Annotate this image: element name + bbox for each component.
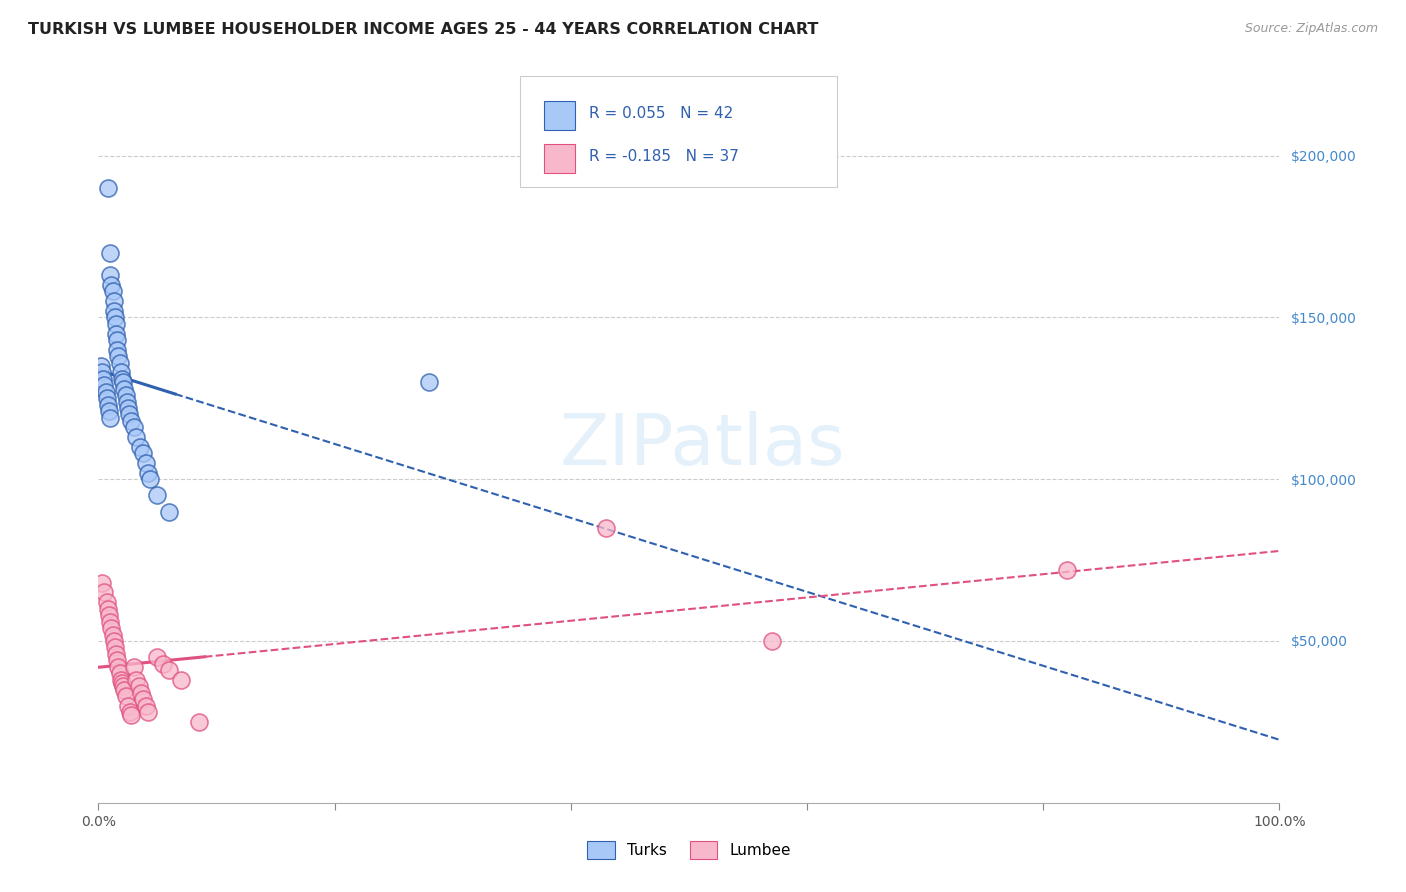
Point [114,689,136,703]
Point [125,673,148,687]
Point [121,708,143,723]
Point [97,601,120,615]
Point [761,634,783,648]
Point [105,317,128,331]
Point [187,714,209,729]
Point [110,673,132,687]
Point [91,575,114,590]
Text: TURKISH VS LUMBEE HOUSEHOLDER INCOME AGES 25 - 44 YEARS CORRELATION CHART: TURKISH VS LUMBEE HOUSEHOLDER INCOME AGE… [28,22,818,37]
Point [122,660,145,674]
Point [117,401,139,415]
Point [103,634,125,648]
Point [129,686,152,700]
Point [108,356,131,370]
Point [128,440,150,454]
Point [98,268,121,283]
Point [132,446,155,460]
Point [112,679,135,693]
Point [101,627,124,641]
Point [128,679,150,693]
Point [105,333,128,347]
Point [111,676,134,690]
Point [94,384,117,399]
Point [111,372,134,386]
Point [136,466,159,480]
Text: Source: ZipAtlas.com: Source: ZipAtlas.com [1244,22,1378,36]
Point [135,456,157,470]
Point [595,521,617,535]
Point [1056,563,1078,577]
Point [114,388,136,402]
Point [98,404,121,418]
Point [101,285,124,299]
Point [112,382,135,396]
Point [98,615,121,629]
Point [121,414,143,428]
Text: R = -0.185   N = 37: R = -0.185 N = 37 [589,149,740,164]
Point [107,660,129,674]
Legend: Turks, Lumbee: Turks, Lumbee [581,835,797,864]
Point [122,420,145,434]
Point [146,488,169,502]
Point [135,698,157,713]
Point [112,682,135,697]
Point [170,673,193,687]
Point [97,398,120,412]
Point [120,705,142,719]
Point [146,650,169,665]
Point [98,245,121,260]
Point [112,375,135,389]
Point [97,181,120,195]
Point [93,585,115,599]
Point [115,394,138,409]
Point [100,278,122,293]
Point [139,472,162,486]
Point [418,375,440,389]
Point [96,392,118,406]
Point [132,692,155,706]
Point [105,653,128,667]
Point [105,647,128,661]
Text: R = 0.055   N = 42: R = 0.055 N = 42 [589,105,734,120]
Point [104,310,127,325]
Point [118,408,141,422]
Point [108,666,131,681]
Point [152,657,174,671]
Point [125,430,148,444]
Point [100,621,122,635]
Point [93,378,115,392]
Point [105,343,128,357]
Point [91,372,114,386]
Point [103,304,125,318]
Point [90,359,112,373]
Point [103,294,125,309]
Point [157,663,180,677]
Point [157,504,180,518]
Text: ZIPatlas: ZIPatlas [560,411,846,481]
Point [98,410,121,425]
Point [104,640,127,655]
Point [136,705,159,719]
Point [96,595,118,609]
Point [98,608,121,623]
Point [105,326,128,341]
Point [91,365,114,379]
Point [107,349,129,363]
Point [117,698,139,713]
Point [110,365,132,379]
